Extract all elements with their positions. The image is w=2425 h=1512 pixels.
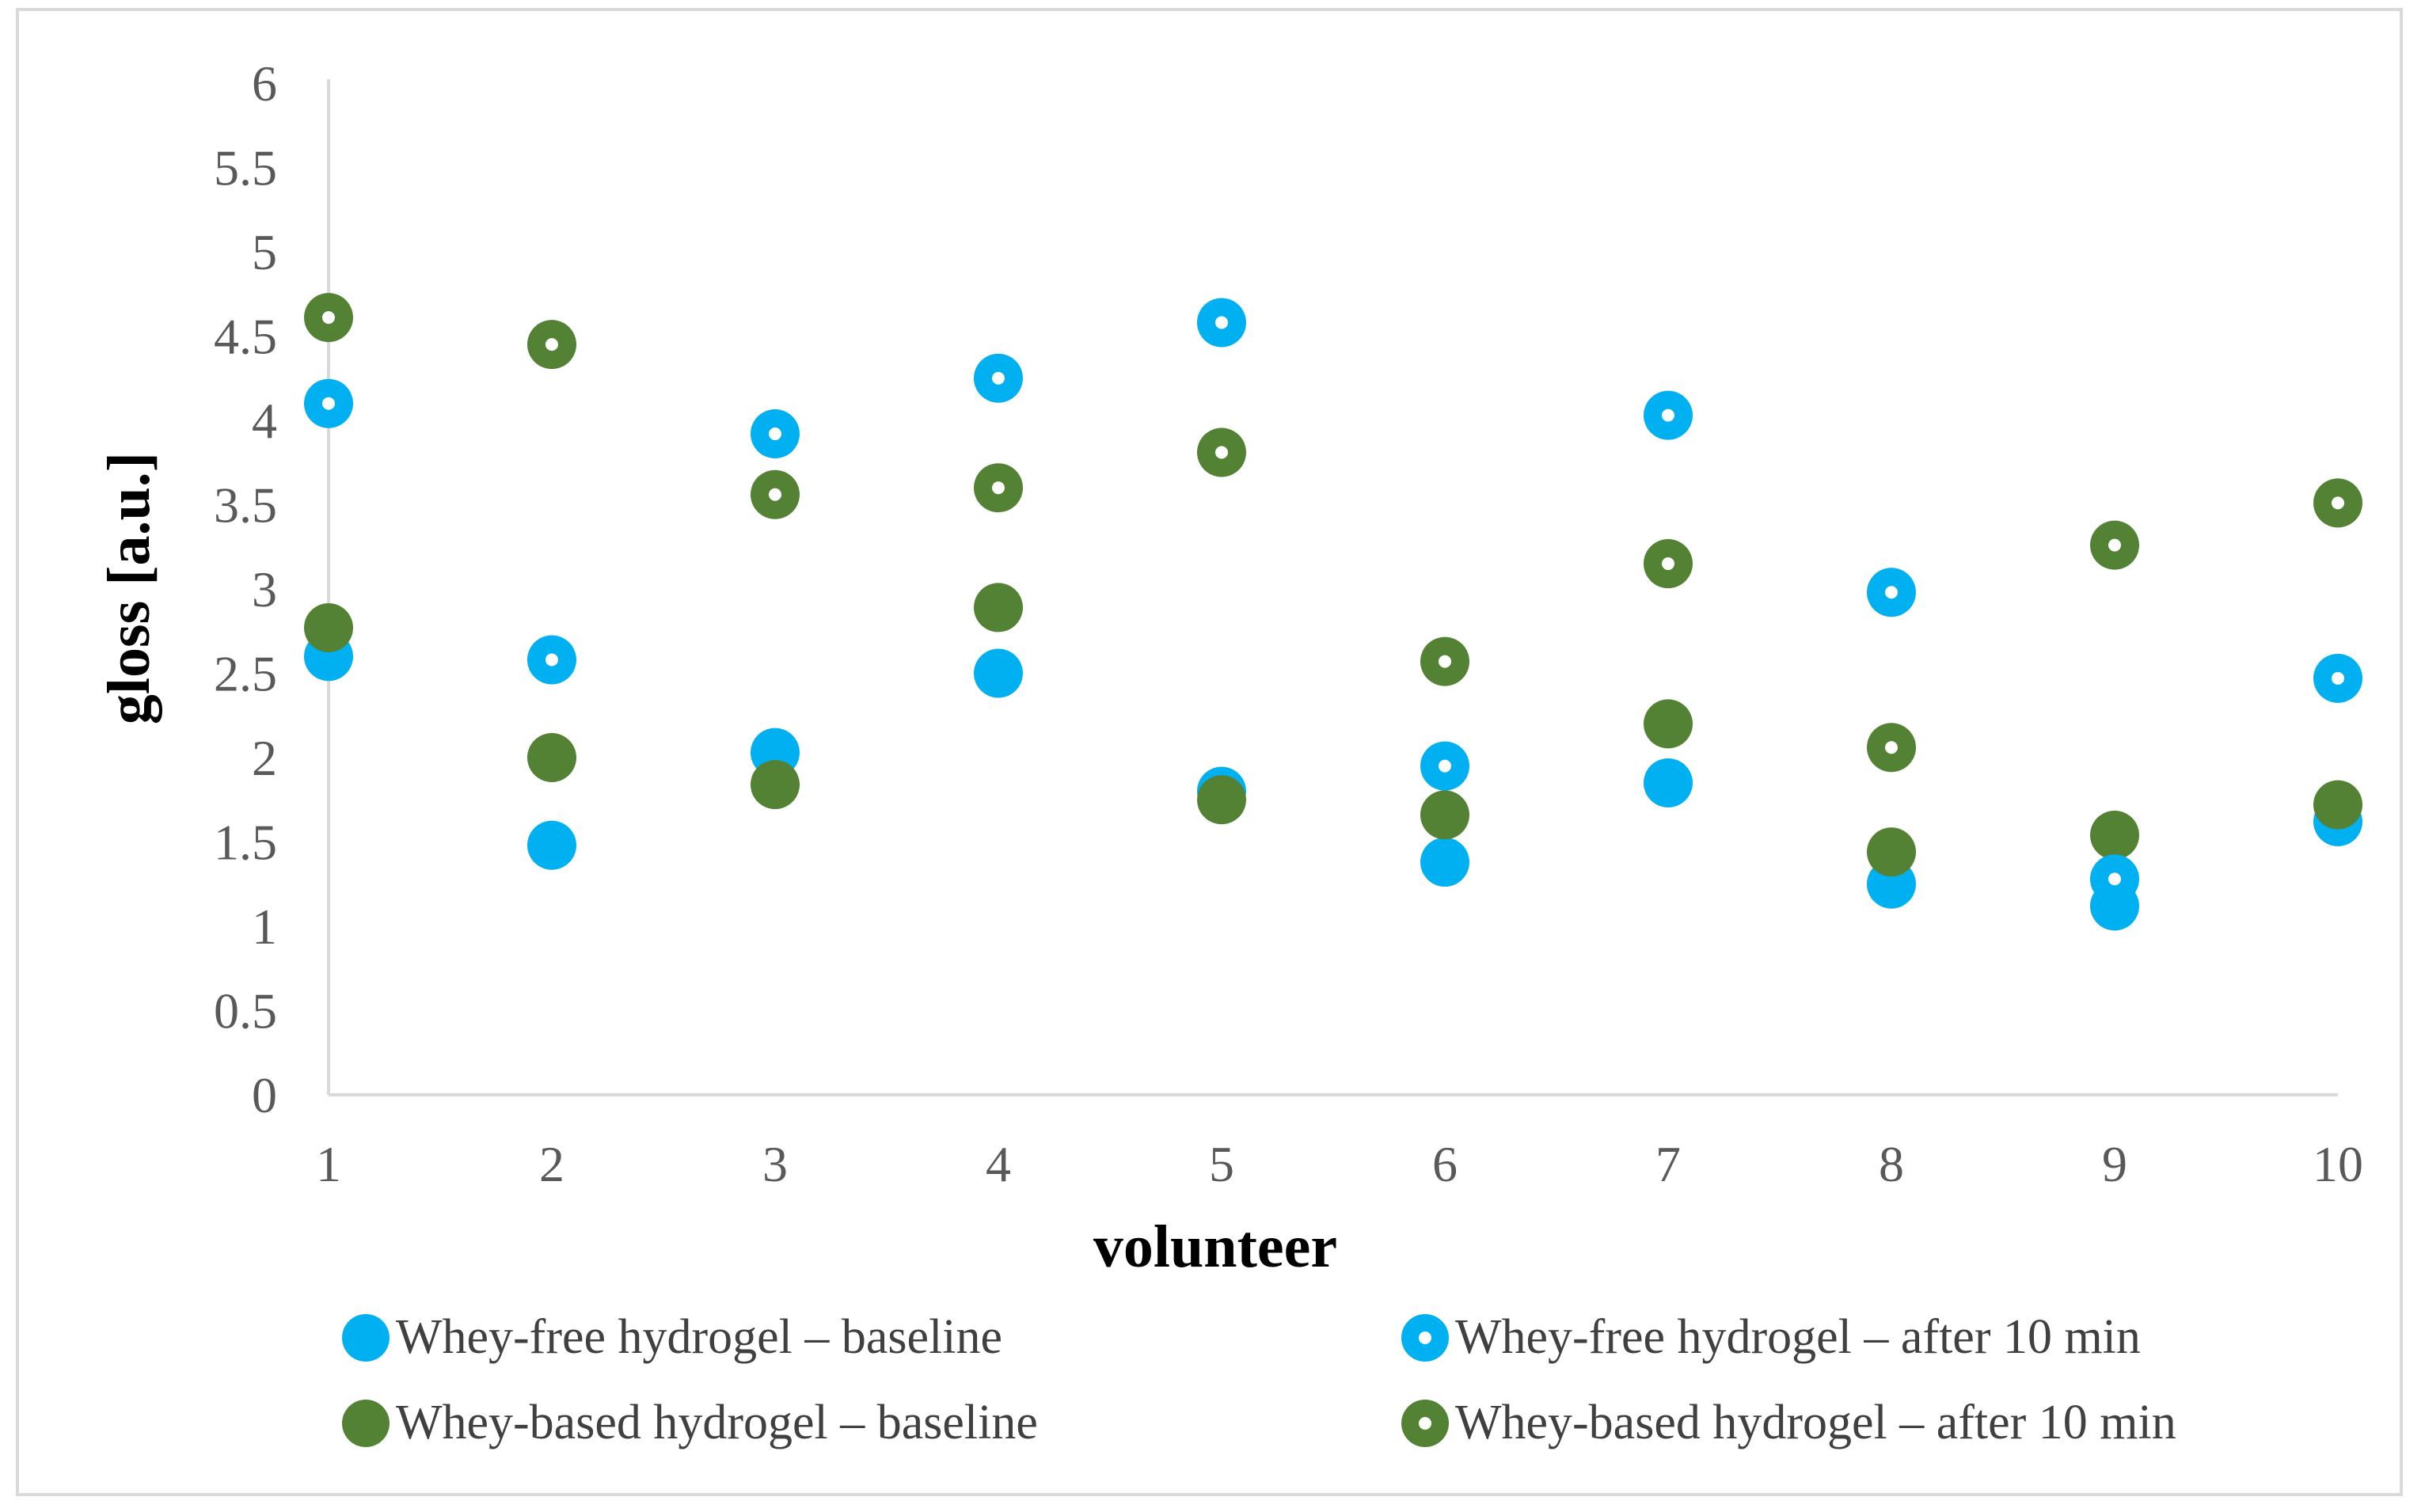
data-point-center-dot bbox=[1885, 741, 1898, 754]
data-point-center-dot bbox=[322, 397, 335, 410]
data-point-center-dot bbox=[769, 427, 781, 441]
data-point-center-dot bbox=[545, 338, 558, 351]
chart-frame bbox=[16, 8, 2403, 1496]
y-tick-label: 4.5 bbox=[214, 309, 277, 365]
data-point-series-2-volunteer-6 bbox=[1420, 790, 1469, 840]
x-tick-label: 1 bbox=[316, 1136, 341, 1192]
y-tick-label: 3 bbox=[252, 561, 277, 617]
x-tick-label: 9 bbox=[2102, 1136, 2127, 1192]
x-tick-label: 10 bbox=[2313, 1136, 2363, 1192]
data-point-series-2-volunteer-5 bbox=[1197, 775, 1246, 825]
y-tick-label: 2 bbox=[252, 730, 277, 786]
data-point-center-dot bbox=[992, 481, 1005, 495]
data-point-series-2-volunteer-1 bbox=[304, 602, 353, 652]
data-point-series-0-volunteer-6 bbox=[1420, 838, 1469, 887]
y-axis-title: gloss [a.u.] bbox=[96, 452, 162, 724]
data-point-center-dot bbox=[2108, 538, 2121, 552]
data-point-series-2-volunteer-7 bbox=[1644, 699, 1693, 749]
data-point-center-dot bbox=[992, 371, 1005, 385]
y-tick-label: 1.5 bbox=[214, 815, 277, 871]
y-tick-label: 0 bbox=[252, 1067, 277, 1123]
data-point-center-dot bbox=[322, 311, 335, 325]
x-tick-label: 2 bbox=[539, 1136, 564, 1192]
x-tick-label: 5 bbox=[1209, 1136, 1234, 1192]
x-tick-label: 3 bbox=[762, 1136, 788, 1192]
y-axis-ticks: 0 0.5 1 1.5 2 2.5 3 3.5 4 4.5 5 5.5 6 bbox=[214, 55, 277, 1123]
data-point-series-2-volunteer-10 bbox=[2313, 780, 2362, 830]
data-point-series-0-volunteer-2 bbox=[527, 820, 576, 870]
y-tick-label: 1 bbox=[252, 898, 277, 955]
y-tick-label: 4 bbox=[252, 393, 277, 449]
y-tick-label: 0.5 bbox=[214, 983, 277, 1039]
data-point-series-2-volunteer-2 bbox=[527, 733, 576, 782]
y-tick-label: 5.5 bbox=[214, 140, 277, 196]
x-tick-label: 6 bbox=[1432, 1136, 1458, 1192]
x-tick-label: 7 bbox=[1655, 1136, 1681, 1192]
data-point-center-dot bbox=[2108, 872, 2121, 886]
data-point-center-dot bbox=[1439, 759, 1451, 773]
y-tick-label: 6 bbox=[252, 55, 277, 112]
y-tick-label: 3.5 bbox=[214, 477, 277, 534]
data-point-center-dot bbox=[2332, 496, 2344, 510]
y-tick-label: 2.5 bbox=[214, 646, 277, 702]
data-point-center-dot bbox=[545, 653, 558, 667]
data-point-center-dot bbox=[1215, 316, 1228, 329]
x-axis-title: volunteer bbox=[1093, 1214, 1337, 1280]
x-tick-label: 8 bbox=[1879, 1136, 1904, 1192]
data-point-center-dot bbox=[1662, 408, 1674, 422]
x-tick-label: 4 bbox=[986, 1136, 1011, 1192]
data-point-series-0-volunteer-4 bbox=[974, 648, 1023, 698]
data-points bbox=[304, 293, 2362, 931]
data-point-center-dot bbox=[769, 488, 781, 501]
data-point-center-dot bbox=[1885, 586, 1898, 599]
data-point-series-2-volunteer-8 bbox=[1867, 827, 1916, 877]
data-point-center-dot bbox=[1215, 446, 1228, 459]
data-point-series-2-volunteer-3 bbox=[751, 760, 800, 810]
data-point-center-dot bbox=[1439, 655, 1451, 668]
y-tick-label: 5 bbox=[252, 224, 277, 280]
data-point-center-dot bbox=[1662, 557, 1674, 571]
data-point-center-dot bbox=[2332, 671, 2344, 685]
data-point-series-2-volunteer-9 bbox=[2090, 810, 2139, 860]
data-point-series-2-volunteer-4 bbox=[974, 583, 1023, 633]
x-axis-ticks: 1 2 3 4 5 6 7 8 9 10 bbox=[316, 1136, 2363, 1192]
data-point-series-0-volunteer-7 bbox=[1644, 758, 1693, 807]
